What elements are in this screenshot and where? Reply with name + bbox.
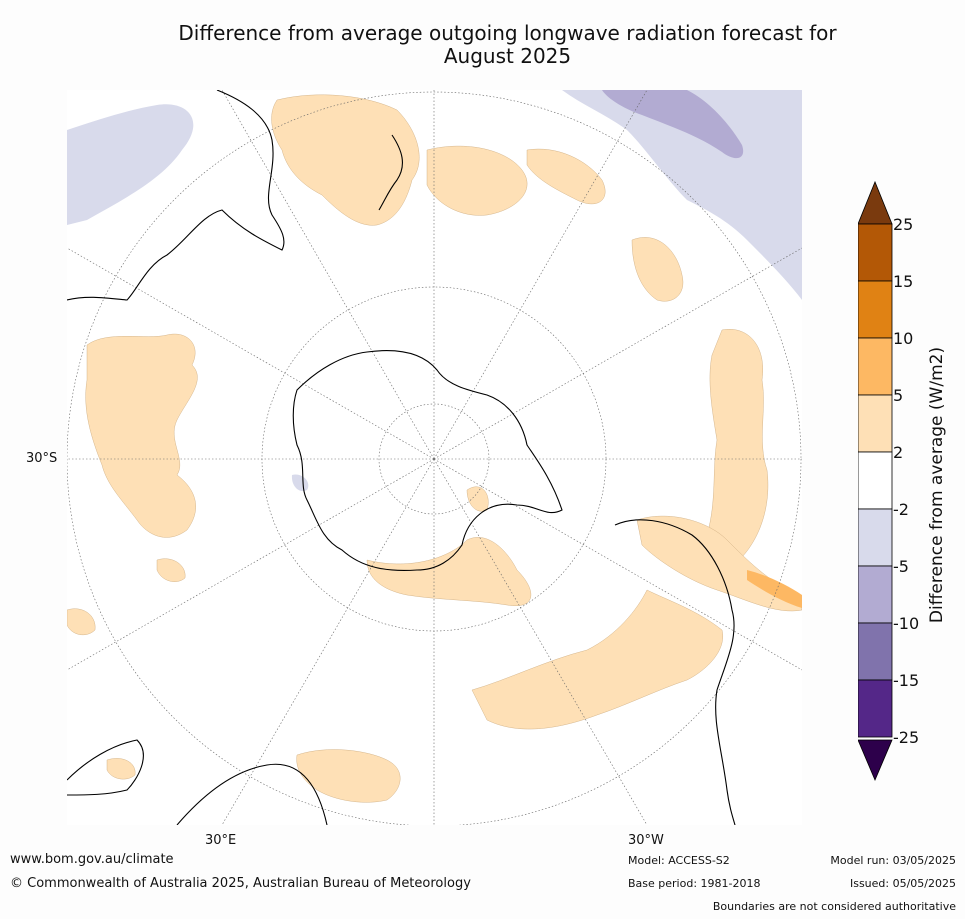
colorbar-segment: [858, 565, 893, 624]
meridian-line: [67, 458, 435, 671]
map-title: Difference from average outgoing longwav…: [100, 22, 915, 68]
colorbar-tick-neg25: -25: [893, 728, 920, 747]
copyright-text: © Commonwealth of Australia 2025, Austra…: [10, 876, 471, 891]
meridian-line: [67, 247, 435, 460]
meridian-line: [433, 90, 648, 460]
lon-label-30w: 30°W: [628, 833, 664, 848]
anomaly-positive-region: [156, 558, 186, 582]
anomaly-negative-region: [291, 474, 309, 492]
polar-map: [67, 90, 802, 825]
anomaly-positive-region: [426, 145, 528, 216]
australia-coastline: [67, 90, 285, 301]
antarctica-coastline: [292, 350, 563, 571]
anomaly-positive-region: [106, 758, 136, 780]
colorbar-bottom-arrow: [858, 739, 893, 782]
south-america-coastline: [614, 519, 736, 825]
anomaly-positive-region: [67, 608, 96, 636]
colorbar-segment: [858, 394, 893, 453]
issued-date: Issued: 05/05/2025: [849, 877, 956, 890]
africa-coastline: [67, 739, 144, 796]
boundaries-disclaimer: Boundaries are not considered authoritat…: [712, 900, 956, 913]
colorbar: [858, 180, 893, 782]
lon-label-30e: 30°E: [205, 833, 237, 848]
lat-label-30s: 30°S: [26, 451, 58, 466]
anomaly-positive-region: [296, 749, 401, 803]
africa-south-coastline: [176, 763, 328, 825]
colorbar-segment: [858, 679, 893, 738]
base-period: Base period: 1981-2018: [628, 877, 761, 890]
meridian-line: [221, 458, 435, 825]
anomaly-positive-region: [271, 94, 420, 226]
new-zealand-coastline: [378, 134, 403, 211]
colorbar-tick-neg5: -5: [893, 557, 909, 576]
model-name: Model: ACCESS-S2: [628, 854, 730, 867]
colorbar-tick-neg15: -15: [893, 671, 920, 690]
colorbar-title: Difference from average (W/m2): [927, 346, 947, 624]
anomaly-negative-region: [562, 90, 802, 300]
title-line-1: Difference from average outgoing longwav…: [178, 21, 837, 45]
colorbar-segment: [858, 280, 893, 339]
colorbar-segment: [858, 337, 893, 396]
anomaly-positive-strong-region: [747, 570, 802, 608]
colorbar-tick-2: 2: [893, 443, 904, 462]
bom-url-link[interactable]: www.bom.gov.au/climate: [10, 852, 174, 867]
colorbar-tick-10: 10: [893, 329, 914, 348]
anomaly-positive-region: [85, 333, 198, 538]
graticule-circle-0: [67, 91, 802, 825]
meridian-line: [433, 247, 802, 460]
graticule-circle-60s: [378, 403, 490, 515]
colorbar-tick-neg2: -2: [893, 500, 909, 519]
colorbar-segment: [858, 451, 893, 510]
title-line-2: August 2025: [443, 44, 572, 68]
anomaly-positive-region: [471, 589, 723, 730]
meridian-line: [433, 458, 648, 825]
model-run-date: Model run: 03/05/2025: [830, 854, 956, 867]
colorbar-tick-25: 25: [893, 215, 914, 234]
colorbar-tick-neg10: -10: [893, 614, 920, 633]
meridian-line: [221, 90, 435, 460]
anomaly-positive-region: [526, 148, 606, 205]
colorbar-tick-15: 15: [893, 272, 914, 291]
anomaly-positive-region: [366, 537, 532, 606]
colorbar-segment: [858, 508, 893, 567]
anomaly-positive-region: [466, 486, 489, 512]
anomaly-positive-region: [631, 237, 684, 302]
anomaly-negative-region: [67, 104, 194, 225]
colorbar-segment: [858, 223, 893, 282]
colorbar-tick-5: 5: [893, 386, 904, 405]
meridian-line: [433, 458, 802, 671]
colorbar-top-arrow: [858, 180, 893, 225]
colorbar-segment: [858, 622, 893, 681]
